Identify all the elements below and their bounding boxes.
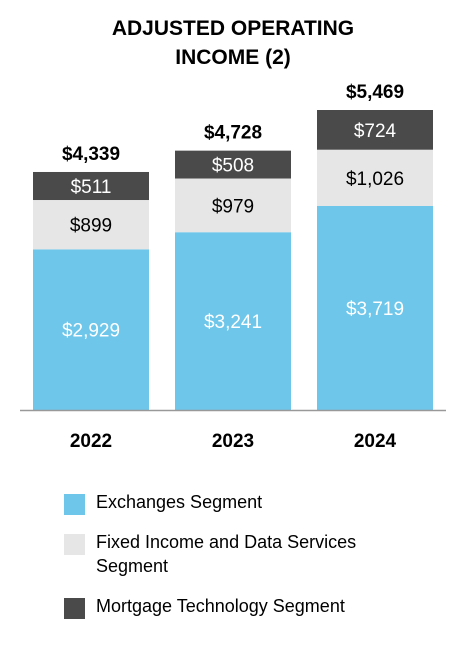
bar-segment-2023-0	[175, 232, 291, 410]
data-label-2022-2: $511	[71, 177, 112, 198]
chart-title-line-2: INCOME (2)	[175, 46, 291, 69]
bar-segment-2023-1	[175, 178, 291, 233]
total-label-2024: $5,469	[346, 82, 404, 103]
legend-swatch-exchanges	[64, 494, 85, 515]
legend-label-mortgage: Mortgage Technology Segment	[96, 596, 345, 616]
bar-segment-2024-2	[317, 110, 433, 150]
data-label-2022-1: $899	[70, 216, 112, 237]
legend-swatch-fixed-income	[64, 534, 85, 555]
legend-swatch-mortgage	[64, 598, 85, 619]
data-label-2024-1: $1,026	[346, 169, 404, 190]
data-label-2024-2: $724	[354, 121, 397, 142]
data-label-2024-0: $3,719	[346, 299, 404, 320]
bar-segment-2023-2	[175, 150, 291, 179]
data-label-2023-1: $979	[212, 196, 254, 217]
total-label-2022: $4,339	[62, 144, 120, 165]
legend-label-fixed-income: Fixed Income and Data Services Segment	[96, 532, 357, 576]
chart-title-line-1: ADJUSTED OPERATING	[111, 17, 355, 40]
legend-item-mortgage: Mortgage Technology Segment	[64, 594, 454, 619]
bar-segment-2024-1	[317, 149, 433, 206]
x-tick-label-2023: 2023	[212, 431, 254, 452]
legend-item-exchanges: Exchanges Segment	[64, 490, 454, 515]
legend-item-fixed-income: Fixed Income and Data Services Segment	[64, 530, 454, 578]
stacked-bar-chart: $2,929 $899 $511 $4,339 2022 $3,241 $979 $508 $4…	[20, 82, 446, 452]
legend: Exchanges Segment Fixed Income and Data …	[64, 490, 454, 634]
data-label-2022-0: $2,929	[62, 321, 120, 342]
data-label-2023-2: $508	[212, 156, 254, 177]
x-tick-label-2022: 2022	[70, 431, 112, 452]
bar-segment-2024-0	[317, 205, 433, 410]
bar-segment-2022-0	[33, 249, 149, 410]
bar-segment-2022-2	[33, 171, 149, 201]
data-label-2023-0: $3,241	[204, 312, 262, 333]
chart-title: ADJUSTED OPERATING INCOME (2)	[0, 14, 466, 72]
legend-label-exchanges: Exchanges Segment	[96, 492, 263, 512]
x-tick-label-2024: 2024	[354, 431, 397, 452]
total-label-2023: $4,728	[204, 123, 262, 144]
bar-segment-2022-1	[33, 200, 149, 250]
